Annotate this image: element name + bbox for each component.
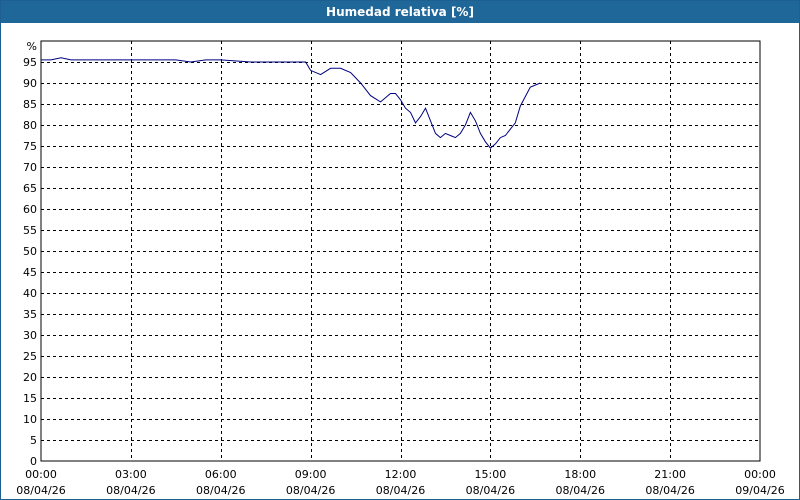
- x-tick-time: 15:00: [475, 468, 507, 481]
- x-tick-time: 06:00: [205, 468, 237, 481]
- y-tick-label: 35: [23, 308, 37, 321]
- x-tick-time: 00:00: [744, 468, 776, 481]
- y-tick-label: 20: [23, 371, 37, 384]
- x-tick-date: 09/04/26: [735, 484, 784, 497]
- y-tick-label: 60: [23, 203, 37, 216]
- y-tick-label: 30: [23, 329, 37, 342]
- y-tick-label: 25: [23, 350, 37, 363]
- x-tick-time: 18:00: [564, 468, 596, 481]
- x-tick-time: 03:00: [115, 468, 147, 481]
- x-tick-date: 08/04/26: [196, 484, 245, 497]
- y-axis-label: %: [27, 40, 37, 53]
- x-tick-time: 12:00: [385, 468, 417, 481]
- x-tick-date: 08/04/26: [556, 484, 605, 497]
- x-tick-date: 08/04/26: [466, 484, 515, 497]
- y-tick-label: 75: [23, 140, 37, 153]
- y-tick-label: 90: [23, 77, 37, 90]
- y-tick-label: 80: [23, 119, 37, 132]
- x-tick-date: 08/04/26: [376, 484, 425, 497]
- y-tick-label: 55: [23, 224, 37, 237]
- x-tick-date: 08/04/26: [16, 484, 65, 497]
- x-tick-date: 08/04/26: [106, 484, 155, 497]
- y-tick-label: 15: [23, 392, 37, 405]
- y-tick-label: 65: [23, 182, 37, 195]
- y-tick-label: 70: [23, 161, 37, 174]
- x-tick-date: 08/04/26: [286, 484, 335, 497]
- y-tick-label: 5: [30, 434, 37, 447]
- y-tick-label: 85: [23, 98, 37, 111]
- chart-title: Humedad relativa [%]: [1, 1, 799, 23]
- x-tick-time: 21:00: [654, 468, 686, 481]
- x-tick-date: 08/04/26: [645, 484, 694, 497]
- x-tick-time: 09:00: [295, 468, 327, 481]
- y-tick-label: 45: [23, 266, 37, 279]
- y-tick-labels: 0 5 10 15 20 25 30 35 40 45 50 55 60 65 70 75 80 85 90 95: [23, 56, 37, 468]
- y-tick-label: 50: [23, 245, 37, 258]
- plot-frame: [40, 40, 761, 462]
- y-tick-label: 10: [23, 413, 37, 426]
- grid-lines: [41, 41, 760, 461]
- y-tick-label: 40: [23, 287, 37, 300]
- x-tick-labels: 00:00 08/04/26 03:00 08/04/26 06:00 08/04/26 0…: [16, 468, 784, 497]
- y-tick-label: 0: [30, 455, 37, 468]
- y-tick-label: 95: [23, 56, 37, 69]
- x-tick-time: 00:00: [25, 468, 57, 481]
- series-line-humidity: [41, 57, 541, 149]
